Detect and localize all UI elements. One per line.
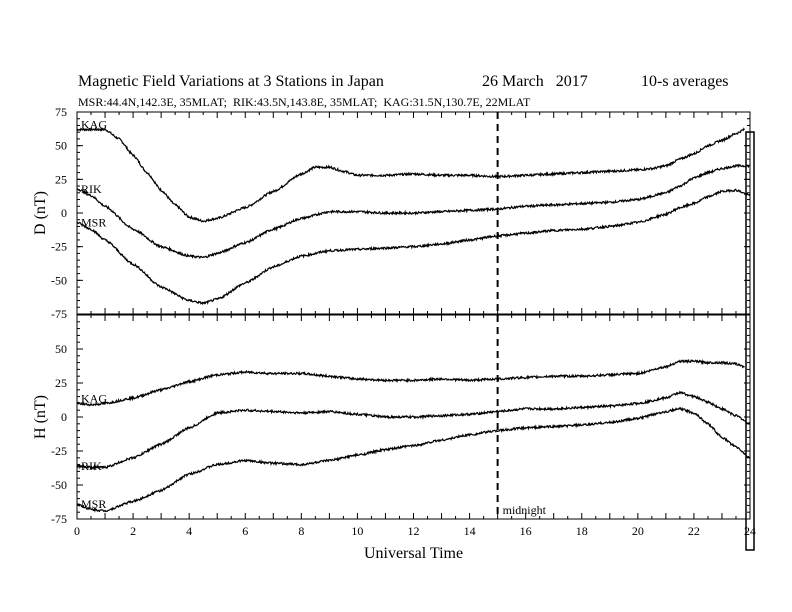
chart-title: Magnetic Field Variations at 3 Stations … <box>78 73 384 90</box>
y-axis-label: H (nT) <box>32 395 49 439</box>
x-tick-label: 18 <box>576 524 588 538</box>
series-label-msr: MSR <box>81 215 106 229</box>
y-tick-label: 75 <box>55 105 67 119</box>
series-label-kag: KAG <box>81 118 107 132</box>
time-cursor-box <box>745 131 755 551</box>
y-tick-label: -50 <box>51 273 67 287</box>
chart-averaging: 10-s averages <box>641 73 729 90</box>
series-label-msr: MSR <box>81 497 106 511</box>
y-tick-label: 25 <box>55 376 67 390</box>
series-line-rik <box>76 390 751 471</box>
y-tick-label: -75 <box>51 512 67 526</box>
x-tick-label: 2 <box>130 524 136 538</box>
x-tick-label: 0 <box>74 524 80 538</box>
series-line-kag <box>76 358 745 407</box>
y-tick-label: -25 <box>51 444 67 458</box>
x-tick-label: 24 <box>744 524 756 538</box>
series-line-kag <box>76 126 745 223</box>
x-tick-label: 4 <box>186 524 192 538</box>
x-axis-label: Universal Time <box>364 545 463 562</box>
chart-date: 26 March 2017 <box>482 73 588 90</box>
x-tick-label: 10 <box>351 524 363 538</box>
x-tick-label: 12 <box>408 524 420 538</box>
y-tick-label: 0 <box>61 410 67 424</box>
y-tick-label: 50 <box>55 139 67 153</box>
x-tick-label: 8 <box>298 524 304 538</box>
y-tick-label: 25 <box>55 172 67 186</box>
y-tick-label: -25 <box>51 240 67 254</box>
x-tick-label: 14 <box>464 524 476 538</box>
midnight-label: midnight <box>503 503 547 517</box>
series-label-rik: RIK <box>81 459 102 473</box>
series-label-kag: KAG <box>81 391 107 405</box>
y-tick-label: -75 <box>51 307 67 321</box>
x-tick-label: 6 <box>242 524 248 538</box>
y-tick-label: 0 <box>61 206 67 220</box>
series-label-rik: RIK <box>81 182 102 196</box>
y-axis-label: D (nT) <box>32 191 49 235</box>
series-line-msr <box>76 188 751 306</box>
y-tick-label: -50 <box>51 478 67 492</box>
series-line-msr <box>76 406 751 513</box>
series-line-rik <box>76 163 751 260</box>
x-tick-label: 20 <box>632 524 644 538</box>
x-tick-label: 22 <box>688 524 700 538</box>
x-tick-label: 16 <box>520 524 532 538</box>
station-info: MSR:44.4N,142.3E, 35MLAT; RIK:43.5N,143.… <box>78 95 531 109</box>
y-tick-label: 50 <box>55 342 67 356</box>
